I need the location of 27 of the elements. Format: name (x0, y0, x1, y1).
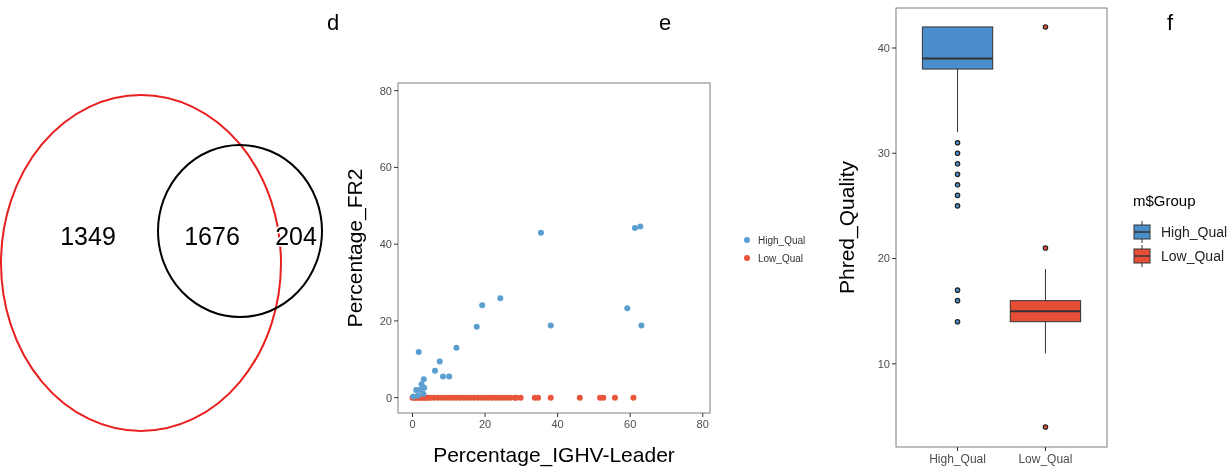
legend-label: High_Qual (758, 234, 806, 246)
x-tick-label: 40 (551, 418, 564, 430)
y-tick-label: 20 (877, 252, 890, 265)
text: f (1166, 10, 1174, 35)
x-tick-label: 0 (409, 418, 416, 430)
y-tick-label: 10 (877, 357, 890, 370)
y-tick-label: 20 (379, 314, 392, 327)
y-tick-label: 80 (379, 84, 392, 97)
legend-label: Low_Qual (1161, 247, 1225, 264)
x-axis-title: Percentage_IGHV-Leader (433, 443, 675, 467)
y-tick-label: 40 (379, 238, 392, 251)
x-tick-label: 80 (696, 418, 709, 430)
y-tick-label: 60 (379, 161, 392, 174)
data-label: 1676 (184, 222, 240, 250)
legend-label: High_Qual (1161, 223, 1228, 240)
legend-label: Low_Qual (758, 252, 804, 264)
y-tick-label: 40 (877, 41, 890, 54)
legend-title: m$Group (1133, 192, 1196, 209)
data-label: 1349 (60, 222, 116, 250)
text: e (658, 10, 672, 35)
y-axis-title: Percentage_FR2 (343, 168, 367, 328)
y-axis-title: Phred_Quality (835, 160, 859, 295)
x-tick-label: 20 (478, 418, 492, 430)
y-tick-label: 30 (877, 147, 890, 160)
y-tick-label: 0 (385, 391, 392, 404)
x-tick-label: 60 (624, 418, 637, 430)
text: d (326, 10, 340, 35)
